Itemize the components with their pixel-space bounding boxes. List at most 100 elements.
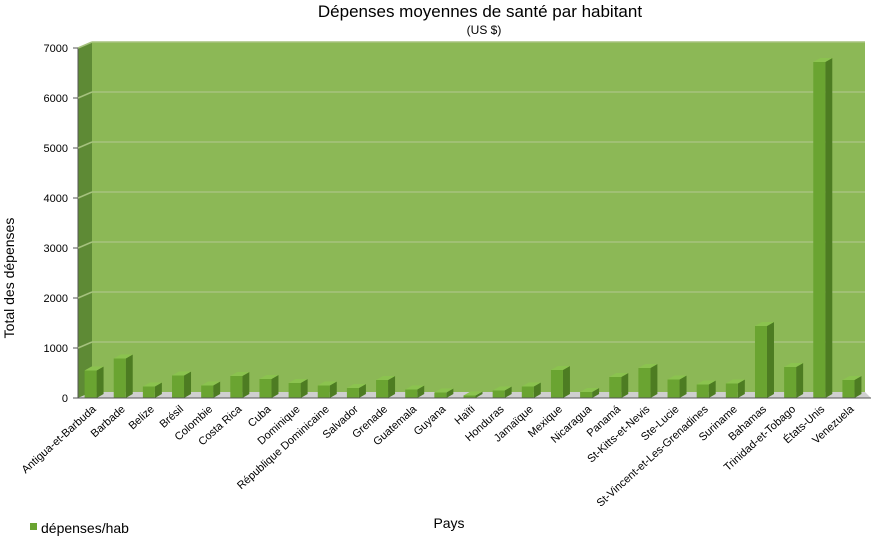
gridline-side: [77, 291, 93, 299]
bar: [813, 58, 833, 398]
bar-front: [434, 392, 447, 398]
bar-front: [201, 385, 214, 398]
bar: [84, 366, 104, 398]
y-tick-label: 0: [62, 393, 68, 405]
bar-front: [492, 390, 505, 398]
bar-side: [679, 375, 687, 398]
bar-top: [492, 386, 512, 391]
bar: [492, 386, 512, 398]
x-tick-label: Belize: [127, 403, 157, 432]
y-tick-label: 7000: [44, 43, 68, 55]
bar-side: [854, 376, 862, 398]
bar-top: [113, 354, 133, 359]
bar-top: [813, 58, 833, 62]
gridline-side: [77, 241, 93, 249]
bar: [259, 375, 279, 398]
bar-front: [405, 389, 418, 398]
bar-top: [550, 366, 570, 370]
bar-top: [84, 366, 104, 371]
x-tick-label: Antigua-et-Barbuda: [20, 403, 100, 476]
bar-side: [96, 366, 104, 398]
bar-top: [696, 380, 716, 385]
bar-front: [550, 370, 563, 398]
bar-front: [638, 368, 651, 398]
bar-top: [346, 384, 366, 388]
bar-side: [533, 382, 541, 398]
y-tick-label: 1000: [44, 343, 68, 355]
chart-subtitle: (US $): [467, 23, 502, 37]
gridline-side: [77, 191, 93, 199]
bar-front: [84, 370, 97, 398]
bar-side: [213, 381, 221, 398]
bar: [201, 381, 221, 398]
bar: [463, 391, 483, 398]
bar-front: [667, 379, 680, 398]
bar-front: [754, 326, 767, 398]
bar-front: [142, 386, 155, 398]
bar-front: [696, 384, 709, 398]
bar-side: [796, 363, 804, 398]
bar-side: [475, 391, 483, 398]
bar-front: [317, 385, 330, 398]
gridline-side: [77, 341, 93, 349]
bar: [609, 373, 629, 398]
legend: dépenses/hab: [30, 520, 129, 536]
bar-top: [142, 382, 162, 387]
bars: [84, 58, 862, 398]
legend-swatch: [30, 523, 37, 530]
bar-side: [562, 366, 570, 398]
bar-side: [329, 381, 337, 398]
bar-front: [376, 380, 389, 398]
legend-label: dépenses/hab: [41, 520, 129, 536]
bar-front: [813, 62, 826, 398]
bar-side: [154, 382, 162, 398]
x-tick-label: Guyana: [412, 403, 449, 438]
bar-top: [434, 388, 454, 393]
bar: [405, 385, 425, 398]
bar-top: [667, 375, 687, 380]
bar: [521, 382, 541, 398]
y-axis-label: Total des dépenses: [1, 218, 17, 339]
y-axis: 0 1000 2000 3000 4000 5000 6000 7000: [44, 41, 865, 405]
bar-side: [621, 373, 629, 398]
bar: [434, 388, 454, 398]
x-tick-label: Haïti: [453, 403, 478, 427]
bar-top: [725, 379, 745, 384]
bar-top: [405, 385, 425, 390]
bar-front: [784, 367, 797, 398]
plot-area: [78, 42, 871, 398]
bar-top: [201, 381, 221, 386]
bar-front: [580, 392, 593, 398]
gridline-side: [77, 91, 93, 99]
bar-front: [172, 375, 185, 398]
bar-side: [446, 388, 454, 398]
y-tick-label: 4000: [44, 193, 68, 205]
bar-side: [125, 354, 133, 398]
bar-side: [708, 380, 716, 398]
bar-top: [230, 372, 250, 376]
bar: [288, 379, 308, 398]
y-tick-label: 5000: [44, 143, 68, 155]
chart-title: Dépenses moyennes de santé par habitant: [318, 2, 642, 21]
bar-side: [271, 375, 279, 398]
bar-top: [580, 388, 600, 392]
bar-front: [113, 358, 126, 398]
bar: [550, 366, 570, 398]
bar: [376, 376, 396, 398]
bar-side: [388, 376, 396, 398]
bar-front: [259, 379, 272, 398]
y-tick-label: 2000: [44, 293, 68, 305]
bar-top: [638, 364, 658, 368]
bar: [142, 382, 162, 398]
bar-side: [592, 388, 600, 398]
bar-side: [417, 385, 425, 398]
bar-front: [463, 395, 476, 398]
bar-top: [259, 375, 279, 379]
bar-front: [521, 386, 534, 398]
bar-front: [725, 383, 738, 398]
bar-top: [288, 379, 308, 383]
bar-front: [288, 383, 301, 398]
bar-front: [346, 388, 359, 398]
